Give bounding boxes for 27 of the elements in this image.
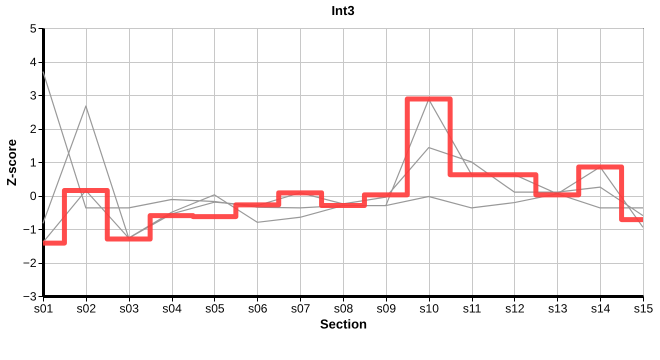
x-tick-label: s07 — [290, 302, 311, 316]
y-tick-label: 5 — [30, 22, 37, 36]
y-axis-title: Z-score — [4, 139, 19, 186]
x-tick-label: s04 — [162, 302, 182, 316]
x-tick-label: s05 — [205, 302, 225, 316]
x-tick-label: s14 — [590, 302, 611, 316]
y-tick-label: 3 — [30, 88, 37, 102]
x-tick-label: s06 — [248, 302, 268, 316]
x-tick-label: s08 — [334, 302, 354, 316]
chart-title: Int3 — [331, 3, 355, 18]
y-tick-label: 2 — [30, 122, 37, 136]
y-tick-label: −3 — [22, 290, 37, 304]
x-tick-label: s09 — [376, 302, 396, 316]
y-tick-label: 1 — [30, 156, 37, 170]
x-tick-label: s03 — [120, 302, 140, 316]
y-tick-label: 4 — [30, 55, 37, 69]
x-tick-label: s13 — [548, 302, 568, 316]
x-tick-label: s11 — [462, 302, 482, 316]
y-tick-label: −1 — [22, 222, 37, 236]
y-tick-label: −2 — [22, 256, 37, 270]
x-axis-title: Section — [320, 316, 368, 332]
x-tick-label: s02 — [76, 302, 96, 316]
x-tick-label: s10 — [420, 302, 440, 316]
x-tick-label: s15 — [634, 302, 654, 316]
x-tick-label: s01 — [34, 302, 54, 316]
y-tick-label: 0 — [30, 189, 37, 203]
x-tick-label: s12 — [505, 302, 525, 316]
